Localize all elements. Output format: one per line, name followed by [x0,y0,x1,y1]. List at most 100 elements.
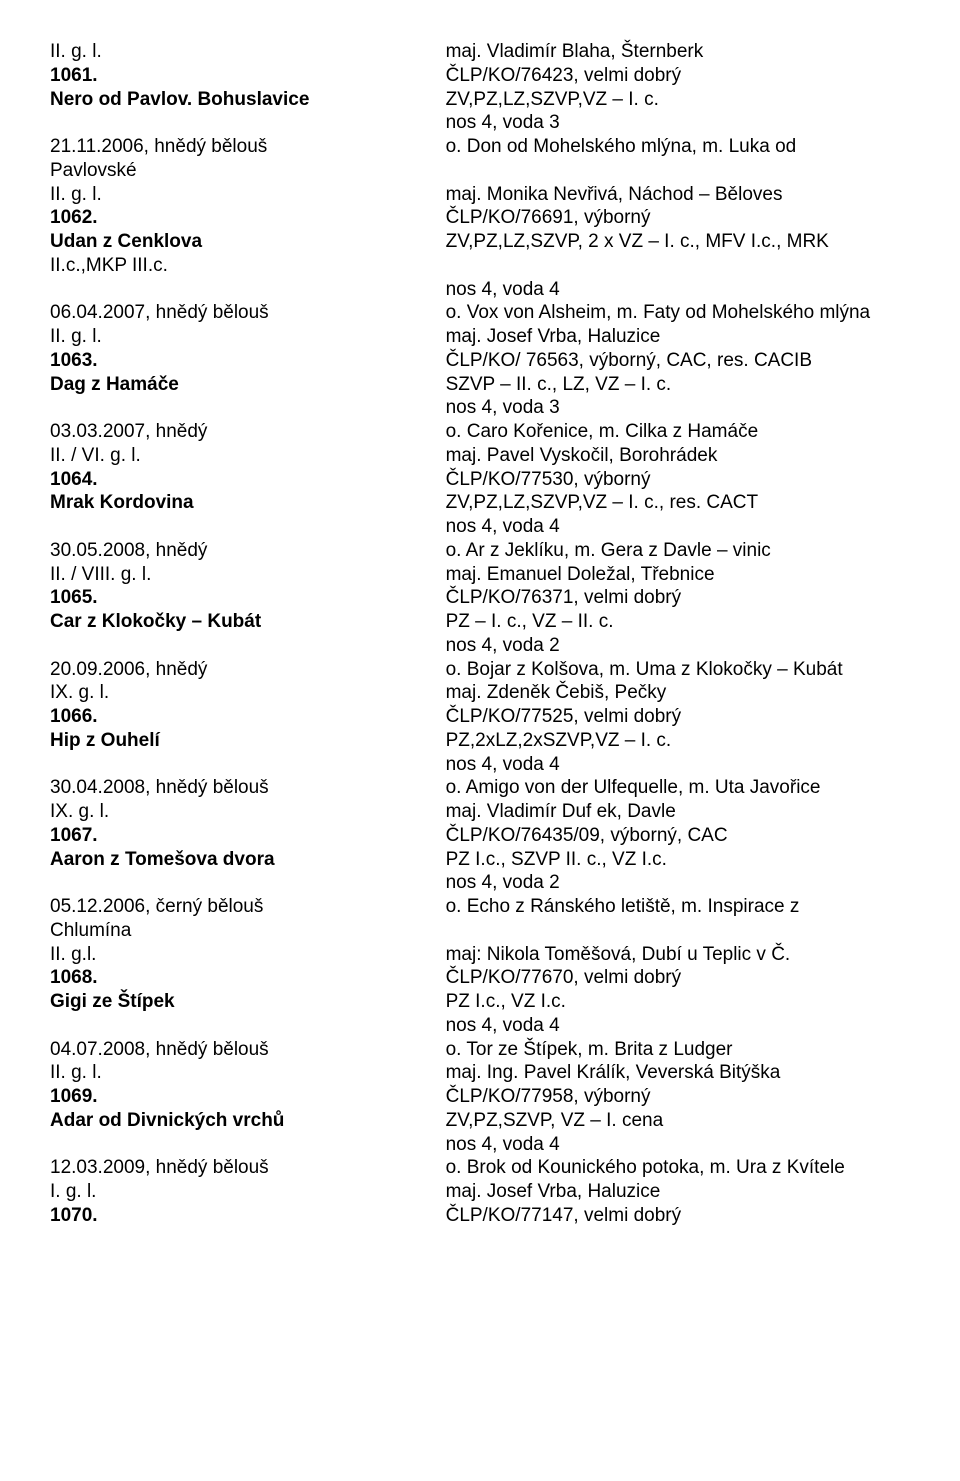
text-row: 1066.ČLP/KO/77525, velmi dobrý [50,705,910,729]
left-cell: Hip z Ouhelí [50,729,446,753]
right-cell: nos 4, voda 3 [446,396,910,420]
text-row: 12.03.2009, hnědý běloušo. Brok od Kouni… [50,1156,910,1180]
text-row: nos 4, voda 4 [50,515,910,539]
text-row: 1069.ČLP/KO/77958, výborný [50,1085,910,1109]
left-cell: 12.03.2009, hnědý bělouš [50,1156,446,1180]
text-row: 30.05.2008, hnědýo. Ar z Jeklíku, m. Ger… [50,539,910,563]
right-cell: ČLP/KO/77525, velmi dobrý [446,705,910,729]
text-row: nos 4, voda 4 [50,278,910,302]
text-row: II. g. l.maj. Josef Vrba, Haluzice [50,325,910,349]
left-cell: Nero od Pavlov. Bohuslavice [50,88,446,112]
text-row: II. g. l.maj. Monika Nevřivá, Náchod – B… [50,183,910,207]
right-cell: ZV,PZ,LZ,SZVP,VZ – I. c., res. CACT [446,491,910,515]
text-row: nos 4, voda 2 [50,634,910,658]
text-row: II. g. l.maj. Vladimír Blaha, Šternberk [50,40,910,64]
document-body: II. g. l.maj. Vladimír Blaha, Šternberk1… [50,40,910,1228]
text-row: Car z Klokočky – KubátPZ – I. c., VZ – I… [50,610,910,634]
right-cell [446,159,910,183]
right-cell: o. Amigo von der Ulfequelle, m. Uta Javo… [446,776,910,800]
left-cell [50,111,446,135]
text-row: 1068.ČLP/KO/77670, velmi dobrý [50,966,910,990]
left-cell: Aaron z Tomešova dvora [50,848,446,872]
right-cell: ZV,PZ,LZ,SZVP, 2 x VZ – I. c., MFV I.c.,… [446,230,910,254]
text-row: Adar od Divnických vrchůZV,PZ,SZVP, VZ –… [50,1109,910,1133]
right-cell: ČLP/KO/77530, výborný [446,468,910,492]
left-cell: 1064. [50,468,446,492]
right-cell: nos 4, voda 2 [446,871,910,895]
text-row: II. / VIII. g. l.maj. Emanuel Doležal, T… [50,563,910,587]
left-cell [50,871,446,895]
text-row: IX. g. l.maj. Zdeněk Čebiš, Pečky [50,681,910,705]
left-cell: 05.12.2006, černý bělouš [50,895,446,919]
right-cell: PZ I.c., SZVP II. c., VZ I.c. [446,848,910,872]
text-row: Mrak KordovinaZV,PZ,LZ,SZVP,VZ – I. c., … [50,491,910,515]
right-cell: ČLP/KO/76435/09, výborný, CAC [446,824,910,848]
left-cell: 30.05.2008, hnědý [50,539,446,563]
right-cell [446,919,910,943]
text-row: Dag z HamáčeSZVP – II. c., LZ, VZ – I. c… [50,373,910,397]
text-row: II. / VI. g. l.maj. Pavel Vyskočil, Boro… [50,444,910,468]
left-cell: 03.03.2007, hnědý [50,420,446,444]
left-cell: Chlumína [50,919,446,943]
left-cell: 1063. [50,349,446,373]
left-cell: IX. g. l. [50,681,446,705]
right-cell: o. Tor ze Štípek, m. Brita z Ludger [446,1038,910,1062]
text-row: 20.09.2006, hnědýo. Bojar z Kolšova, m. … [50,658,910,682]
right-cell: maj. Josef Vrba, Haluzice [446,325,910,349]
right-cell: ZV,PZ,LZ,SZVP,VZ – I. c. [446,88,910,112]
left-cell: II. g. l. [50,183,446,207]
left-cell [50,1133,446,1157]
right-cell: ČLP/KO/76371, velmi dobrý [446,586,910,610]
left-cell: Adar od Divnických vrchů [50,1109,446,1133]
text-row: IX. g. l.maj. Vladimír Duf ek, Davle [50,800,910,824]
left-cell: 1068. [50,966,446,990]
text-row: 1065.ČLP/KO/76371, velmi dobrý [50,586,910,610]
right-cell: maj. Vladimír Blaha, Šternberk [446,40,910,64]
text-row: nos 4, voda 2 [50,871,910,895]
right-cell: SZVP – II. c., LZ, VZ – I. c. [446,373,910,397]
left-cell: II. g. l. [50,1061,446,1085]
left-cell [50,396,446,420]
left-cell: II. g.l. [50,943,446,967]
text-row: 30.04.2008, hnědý běloušo. Amigo von der… [50,776,910,800]
right-cell: ZV,PZ,SZVP, VZ – I. cena [446,1109,910,1133]
text-row: Chlumína [50,919,910,943]
left-cell [50,515,446,539]
right-cell: maj. Zdeněk Čebiš, Pečky [446,681,910,705]
text-row: Gigi ze ŠtípekPZ I.c., VZ I.c. [50,990,910,1014]
left-cell: 30.04.2008, hnědý bělouš [50,776,446,800]
text-row: nos 4, voda 4 [50,753,910,777]
right-cell: PZ I.c., VZ I.c. [446,990,910,1014]
text-row: 1070.ČLP/KO/77147, velmi dobrý [50,1204,910,1228]
right-cell: ČLP/KO/76691, výborný [446,206,910,230]
right-cell: ČLP/KO/76423, velmi dobrý [446,64,910,88]
left-cell: II. / VIII. g. l. [50,563,446,587]
right-cell: maj: Nikola Toměšová, Dubí u Teplic v Č. [446,943,910,967]
left-cell: 04.07.2008, hnědý bělouš [50,1038,446,1062]
left-cell: Udan z Cenklova [50,230,446,254]
right-cell: maj. Emanuel Doležal, Třebnice [446,563,910,587]
left-cell: 1065. [50,586,446,610]
left-cell [50,278,446,302]
text-row: 1062.ČLP/KO/76691, výborný [50,206,910,230]
text-row: II.c.,MKP III.c. [50,254,910,278]
text-row: Pavlovské [50,159,910,183]
left-cell [50,1014,446,1038]
right-cell: o. Don od Mohelského mlýna, m. Luka od [446,135,910,159]
right-cell: o. Vox von Alsheim, m. Faty od Mohelskéh… [446,301,910,325]
right-cell: maj. Vladimír Duf ek, Davle [446,800,910,824]
text-row: nos 4, voda 4 [50,1133,910,1157]
left-cell: 1067. [50,824,446,848]
right-cell [446,254,910,278]
right-cell: nos 4, voda 4 [446,753,910,777]
left-cell: 20.09.2006, hnědý [50,658,446,682]
left-cell: 1062. [50,206,446,230]
text-row: 06.04.2007, hnědý běloušo. Vox von Alshe… [50,301,910,325]
left-cell: Pavlovské [50,159,446,183]
right-cell: o. Echo z Ránského letiště, m. Inspirace… [446,895,910,919]
text-row: 1064.ČLP/KO/77530, výborný [50,468,910,492]
text-row: 1061.ČLP/KO/76423, velmi dobrý [50,64,910,88]
text-row: 21.11.2006, hnědý běloušo. Don od Mohels… [50,135,910,159]
left-cell: IX. g. l. [50,800,446,824]
left-cell: II. g. l. [50,40,446,64]
